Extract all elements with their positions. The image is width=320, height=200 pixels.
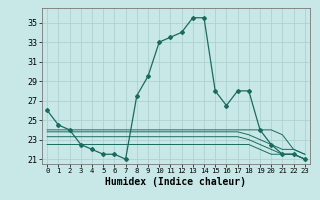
X-axis label: Humidex (Indice chaleur): Humidex (Indice chaleur) (106, 177, 246, 187)
